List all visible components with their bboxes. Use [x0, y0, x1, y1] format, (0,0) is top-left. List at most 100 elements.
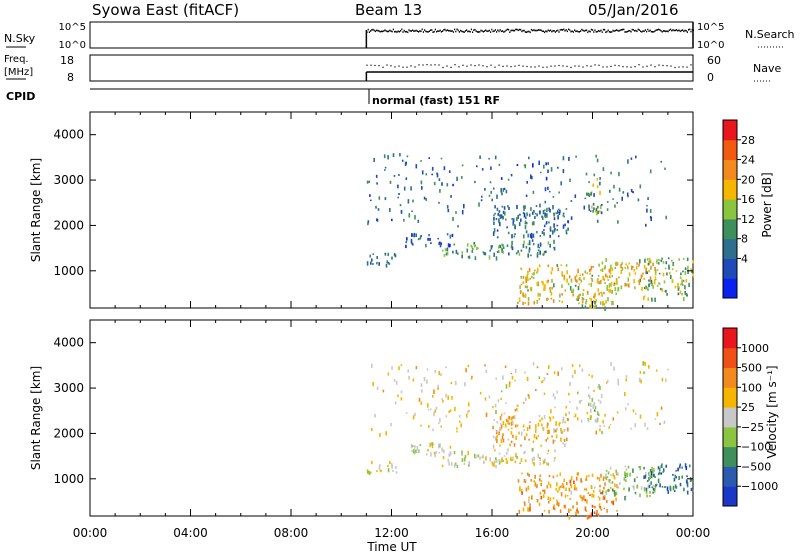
range-gate-cell	[536, 282, 538, 286]
range-gate-cell	[516, 424, 519, 427]
range-gate-cell	[372, 263, 374, 265]
range-gate-cell	[666, 272, 668, 276]
range-gate-cell	[596, 418, 598, 424]
x-tick-label: 16:00	[475, 526, 510, 540]
range-gate-cell	[564, 223, 566, 227]
nsky-sample	[634, 30, 636, 32]
nsky-sample	[428, 30, 430, 32]
velocity-colorbar-label: Velocity [m s⁻¹]	[765, 365, 779, 458]
range-gate-cell	[496, 229, 499, 232]
nsky-sample	[470, 28, 472, 31]
range-gate-cell	[573, 480, 575, 484]
range-gate-cell	[570, 490, 573, 495]
nsky-sample	[614, 29, 616, 32]
range-gate-cell	[598, 497, 601, 501]
range-gate-cell	[595, 299, 598, 303]
range-gate-cell	[433, 389, 435, 394]
range-gate-cell	[669, 271, 671, 275]
range-gate-cell	[521, 491, 523, 495]
range-gate-cell	[496, 421, 499, 424]
nsky-sample	[690, 30, 692, 33]
range-gate-cell	[596, 476, 599, 480]
nsky-sample	[601, 31, 603, 33]
range-gate-cell	[550, 167, 553, 172]
range-gate-cell	[442, 456, 445, 460]
range-gate-cell	[395, 471, 398, 474]
range-gate-cell	[593, 511, 596, 515]
nsky-sample	[451, 30, 453, 32]
range-gate-cell	[530, 232, 533, 236]
range-gate-cell	[614, 266, 617, 269]
range-gate-cell	[644, 258, 646, 263]
range-gate-cell	[474, 180, 476, 184]
range-gate-cell	[623, 477, 626, 481]
range-gate-cell	[633, 279, 635, 284]
range-gate-cell	[491, 198, 493, 202]
range-gate-cell	[569, 286, 572, 291]
range-gate-cell	[552, 205, 554, 210]
range-gate-cell	[553, 246, 556, 251]
range-gate-cell	[656, 412, 659, 417]
range-gate-cell	[649, 169, 652, 174]
range-gate-cell	[674, 474, 677, 479]
range-gate-cell	[577, 298, 579, 301]
range-gate-cell	[553, 428, 555, 432]
range-gate-cell	[602, 420, 604, 424]
range-gate-cell	[681, 293, 683, 296]
range-gate-cell	[500, 177, 503, 180]
range-gate-cell	[551, 435, 553, 438]
range-gate-cell	[518, 431, 520, 435]
range-gate-cell	[578, 294, 580, 299]
range-gate-cell	[634, 272, 637, 275]
range-gate-cell	[520, 431, 523, 436]
range-gate-cell	[627, 277, 630, 282]
range-gate-cell	[456, 430, 458, 433]
range-gate-cell	[559, 209, 561, 214]
range-gate-cell	[581, 304, 584, 308]
range-gate-cell	[539, 462, 542, 466]
range-gate-cell	[532, 440, 535, 443]
nsky-sample	[456, 28, 458, 31]
nsky-sample	[479, 31, 481, 33]
range-gate-cell	[498, 459, 500, 462]
range-gate-cell	[594, 506, 596, 509]
colorbar-segment	[723, 159, 737, 180]
range-gate-cell	[546, 425, 549, 429]
range-gate-cell	[550, 291, 553, 296]
nave-sample	[594, 64, 596, 66]
range-gate-cell	[624, 471, 626, 476]
nsky-sample	[571, 30, 573, 32]
range-gate-cell	[496, 250, 499, 253]
range-gate-cell	[661, 463, 663, 468]
range-gate-cell	[554, 429, 557, 433]
range-gate-cell	[418, 397, 421, 402]
range-gate-cell	[649, 469, 652, 473]
range-gate-cell	[461, 450, 463, 455]
range-gate-cell	[599, 190, 601, 196]
range-gate-cell	[595, 208, 598, 211]
range-gate-cell	[411, 233, 413, 236]
range-gate-cell	[421, 389, 423, 393]
nsky-sample	[548, 30, 550, 32]
range-gate-cell	[408, 375, 410, 380]
nsearch-tick-top: 10^5	[697, 22, 724, 33]
range-gate-cell	[476, 246, 478, 251]
range-gate-cell	[531, 495, 533, 500]
range-gate-cell	[565, 487, 567, 492]
range-gate-cell	[502, 433, 504, 436]
range-gate-cell	[618, 187, 621, 192]
range-gate-cell	[659, 422, 661, 425]
range-gate-cell	[493, 419, 495, 421]
range-gate-cell	[646, 494, 648, 498]
range-gate-cell	[616, 510, 618, 512]
range-gate-cell	[527, 278, 529, 281]
range-gate-cell	[453, 463, 456, 468]
range-gate-cell	[652, 285, 654, 289]
range-gate-cell	[568, 275, 571, 279]
freq-panel	[89, 54, 694, 82]
range-gate-cell	[499, 216, 502, 219]
range-gate-cell	[669, 485, 672, 490]
range-gate-cell	[632, 409, 635, 413]
